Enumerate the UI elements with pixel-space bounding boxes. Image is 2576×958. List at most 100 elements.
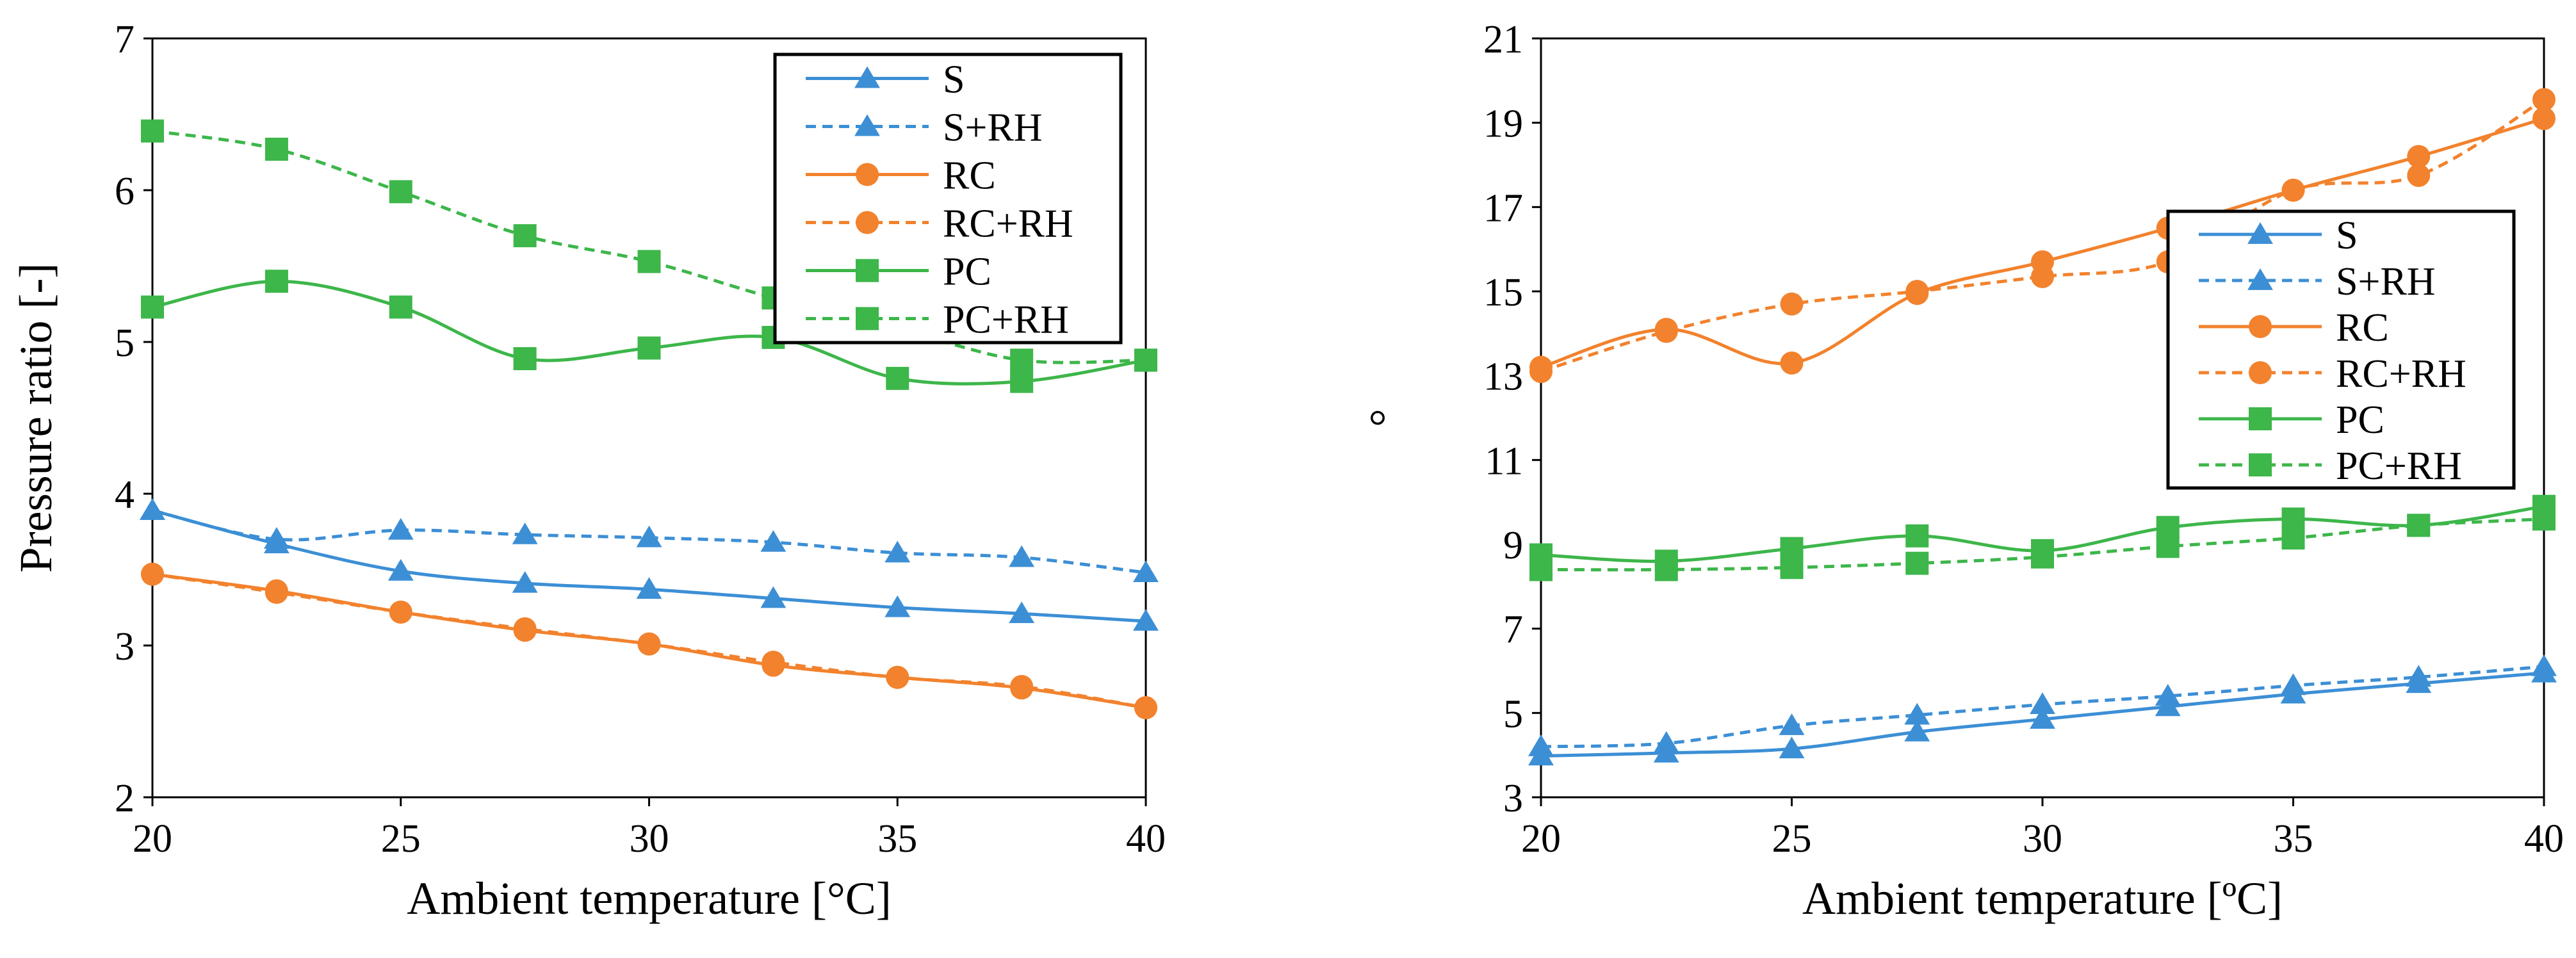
chart-1-data-point xyxy=(265,270,288,293)
chart-1-series-s-rh xyxy=(140,498,1159,583)
chart-1-legend-marker xyxy=(856,163,879,186)
chart-2-legend-marker xyxy=(2247,222,2273,244)
chart-2-legend-marker xyxy=(2249,453,2272,476)
chart-2-legend-label: PC+RH xyxy=(2336,444,2462,488)
chart-1-legend-marker xyxy=(856,211,879,234)
chart-2-data-point xyxy=(2030,692,2055,714)
chart-2-legend-label: PC xyxy=(2336,398,2384,442)
chart-2-legend-marker xyxy=(2249,315,2272,338)
chart-1-series-pc-rh xyxy=(141,119,1157,372)
chart-2-data-point xyxy=(2031,264,2054,288)
chart-2-data-point xyxy=(1654,558,1678,581)
chart-2-data-point xyxy=(1779,736,1805,759)
chart-2-data-point xyxy=(2407,514,2431,537)
chart-1-xtick-label: 40 xyxy=(1126,817,1166,861)
chart-1-ylabel: Pressure ratio [-] xyxy=(10,263,61,573)
chart-2-legend-marker xyxy=(2249,407,2272,430)
chart-1-data-point xyxy=(141,119,164,143)
chart-1-ytick-label: 2 xyxy=(115,777,135,820)
chart-2-series-s-rh xyxy=(1528,654,2557,756)
chart-1-legend-label: PC+RH xyxy=(943,298,1069,342)
chart-1-legend-marker xyxy=(854,66,880,88)
chart-1-xtick-label: 30 xyxy=(630,817,669,861)
chart-2-data-point xyxy=(2406,665,2432,687)
chart-1-ytick-label: 7 xyxy=(115,18,135,61)
chart-1-data-point xyxy=(1009,601,1035,624)
chart-1-ytick-label: 4 xyxy=(115,473,135,517)
chart-2-legend-marker xyxy=(2247,268,2273,290)
chart-1-data-point xyxy=(886,665,909,689)
chart-2-xtick-label: 35 xyxy=(2274,817,2313,861)
chart-2-data-point xyxy=(2030,707,2055,729)
chart-2-data-point xyxy=(1904,719,1930,742)
chart-1-data-point xyxy=(389,180,412,204)
chart-1-legend-label: RC xyxy=(943,154,996,198)
chart-2-data-point xyxy=(1905,280,1929,303)
chart-1-data-point xyxy=(512,522,538,544)
chart-1-ytick-label: 3 xyxy=(115,625,135,669)
chart-1-ytick-label: 6 xyxy=(115,170,135,213)
chart-2-ytick-label: 11 xyxy=(1485,439,1523,483)
chart-2-data-point xyxy=(2531,654,2557,676)
chart-2-legend-marker xyxy=(2249,361,2272,384)
chart-1-data-point xyxy=(762,651,785,674)
chart-1-data-point xyxy=(1134,696,1157,720)
chart-1-data-point xyxy=(886,366,909,390)
chart-2-data-point xyxy=(1779,713,1805,735)
chart-2-data-point xyxy=(2532,107,2556,131)
chart-2-ytick-label: 21 xyxy=(1483,18,1523,61)
chart-1-data-point xyxy=(387,558,414,581)
chart-1-data-point xyxy=(389,295,412,319)
chart-2-data-point xyxy=(2156,535,2180,558)
chart-1-data-point xyxy=(760,530,787,552)
chart-2-series-rc-rh xyxy=(1529,88,2556,384)
chart-2-ytick-label: 9 xyxy=(1503,524,1523,567)
chart-2-data-point xyxy=(1780,351,1804,375)
chart-1-data-point xyxy=(513,347,537,371)
chart-2-series-pc-rh xyxy=(1529,507,2556,581)
chart-2-legend-box xyxy=(2166,209,2516,490)
chart-1-data-point xyxy=(1010,348,1034,372)
chart-1-data-point xyxy=(265,581,288,605)
chart-1-data-point xyxy=(513,224,537,248)
chart-2-xtick-label: 30 xyxy=(2023,817,2062,861)
chart-2-ytick-label: 3 xyxy=(1503,777,1523,820)
chart-2-ytick-label: 15 xyxy=(1483,271,1523,314)
chart-2-data-point xyxy=(1528,735,1554,756)
chart-1-data-point xyxy=(1010,674,1034,698)
chart-1-data-point xyxy=(387,517,414,540)
chart-2-data-point xyxy=(2281,526,2305,550)
chart-2-data-point xyxy=(2532,507,2556,531)
chart-2-ytick-label: 5 xyxy=(1503,692,1523,736)
chart-2-ytick-label: 19 xyxy=(1483,102,1523,146)
chart-2-data-point xyxy=(2155,684,2181,706)
chart-2-data-point xyxy=(1780,556,1804,580)
chart-2-ytick-label: 13 xyxy=(1483,355,1523,399)
chart-1-data-point xyxy=(141,295,164,319)
chart-1-data-point xyxy=(637,632,661,656)
chart-2-xtick-label: 20 xyxy=(1521,817,1561,861)
chart-1-data-point xyxy=(760,586,787,608)
chart-1-legend-box xyxy=(773,53,1123,345)
chart-1-series-rc-rh xyxy=(141,562,1157,720)
chart-2-xtick-label: 25 xyxy=(1772,817,1812,861)
chart-1-series-pc xyxy=(141,270,1157,393)
chart-1-legend-marker xyxy=(854,114,880,136)
chart-1-data-point xyxy=(637,336,661,360)
chart-1-legend-label: S+RH xyxy=(943,106,1043,150)
chart-1-data-point xyxy=(1133,609,1159,631)
chart-1-data-point xyxy=(636,525,662,548)
chart-1-xtick-label: 35 xyxy=(877,817,917,861)
chart-1-data-point xyxy=(263,527,289,549)
chart-1-data-point xyxy=(884,595,911,617)
chart-1-xtick-label: 25 xyxy=(381,817,421,861)
chart-2-data-point xyxy=(1905,551,1929,575)
chart-2-xtick-label: 40 xyxy=(2524,817,2564,861)
chart-1-legend-label: PC xyxy=(943,250,991,294)
chart-1-xlabel: Ambient temperature [°C] xyxy=(407,873,892,924)
chart-1-data-point xyxy=(1134,348,1157,372)
chart-2-legend-label: S+RH xyxy=(2336,260,2436,304)
chart-2-ytick-label: 17 xyxy=(1483,186,1523,230)
